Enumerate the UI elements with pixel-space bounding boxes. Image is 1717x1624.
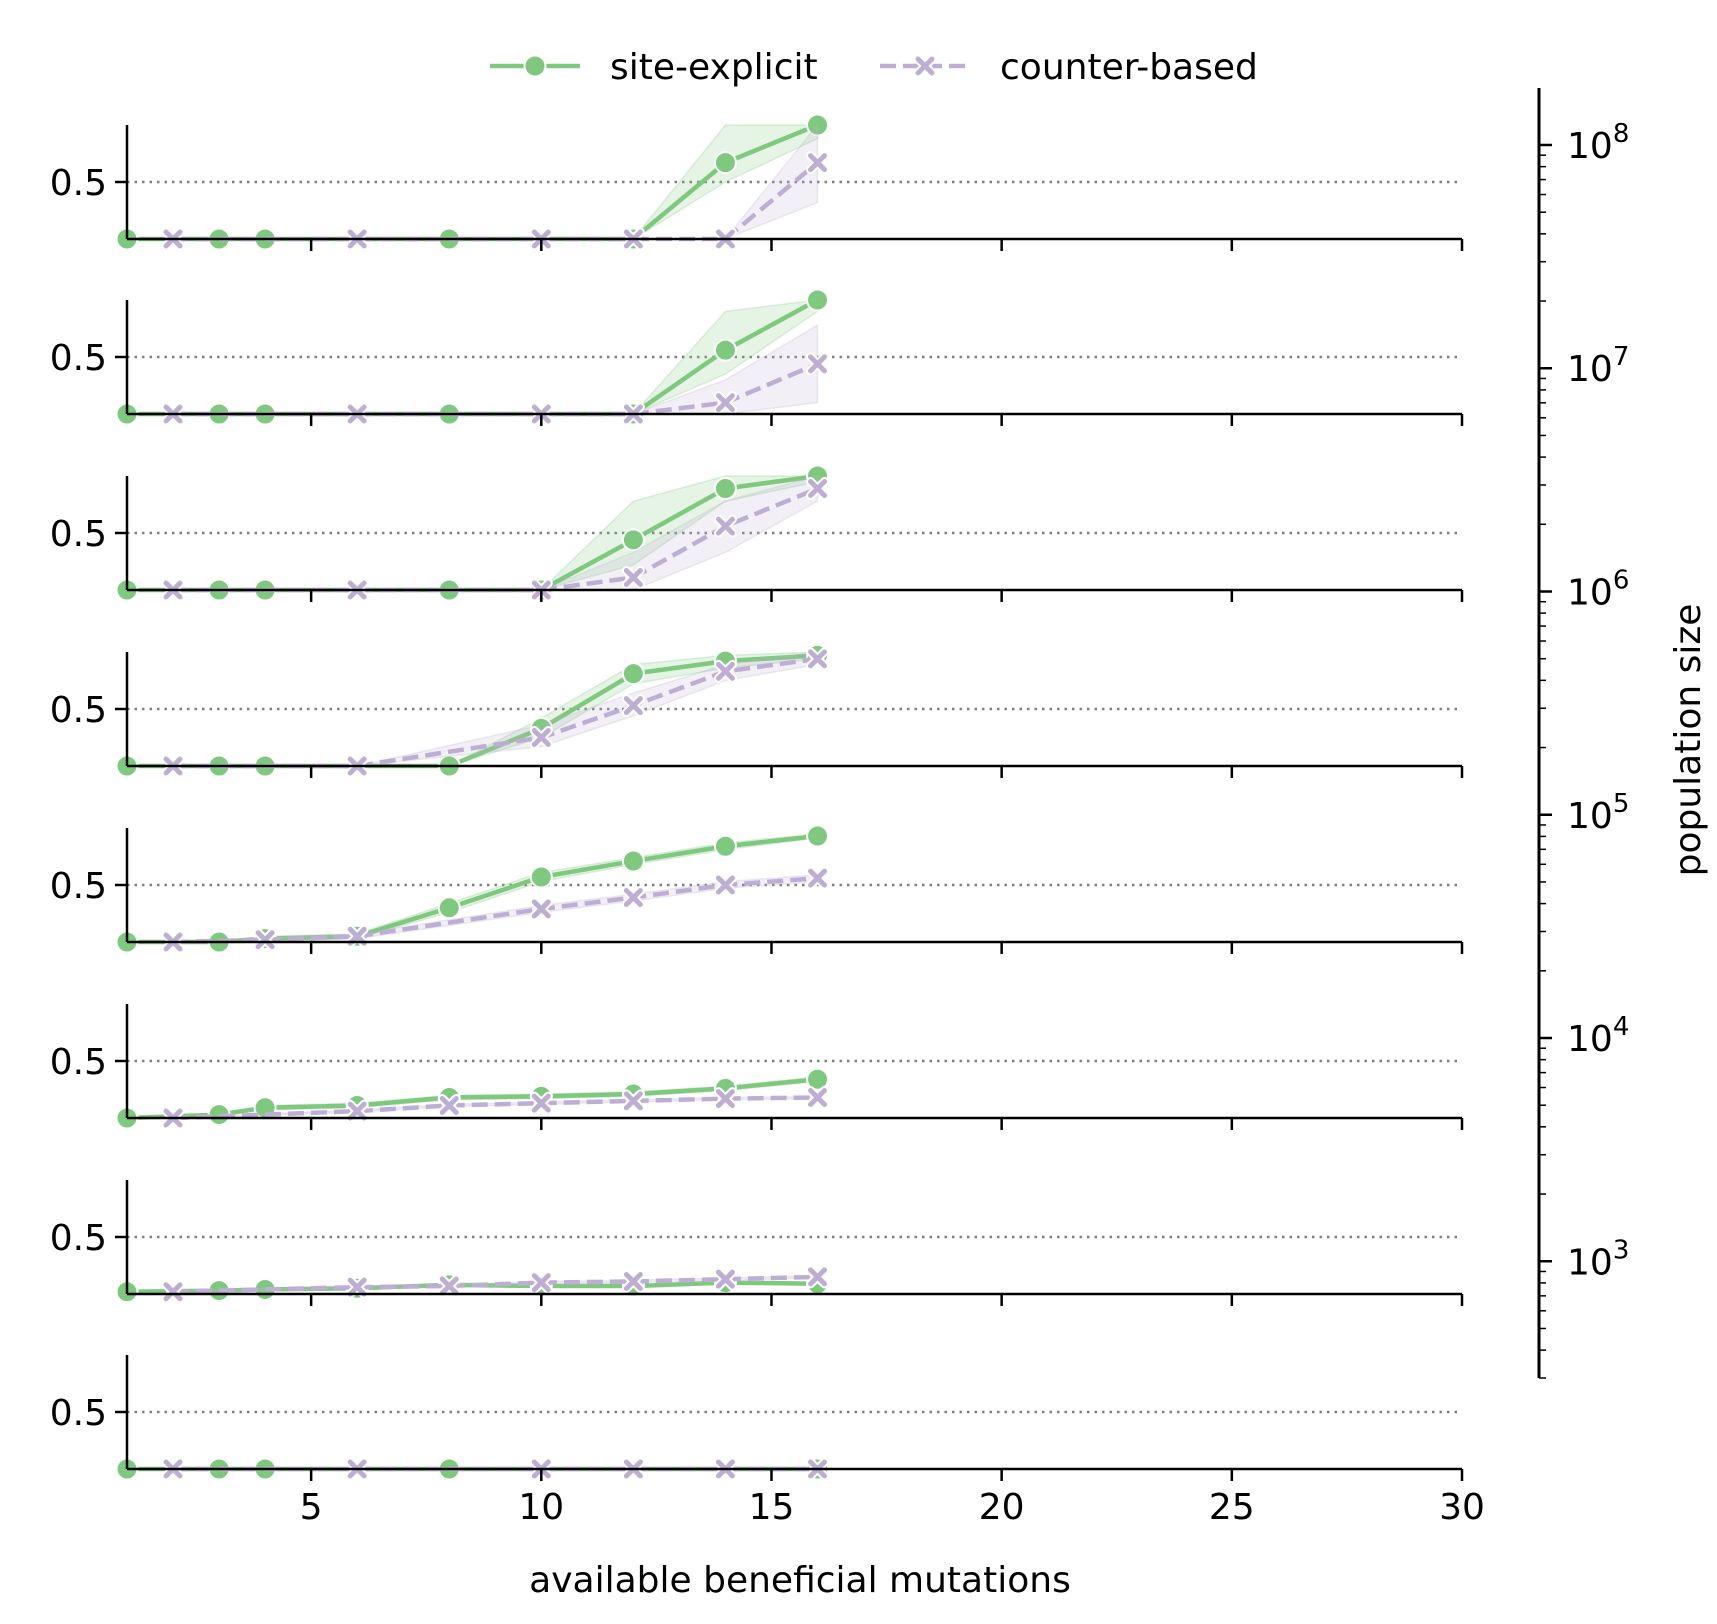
data-point-4	[623, 1091, 643, 1111]
right-axis-tick-label: 107	[1567, 342, 1629, 390]
right-axis-tick-label: 108	[1567, 119, 1629, 167]
data-point-4	[715, 516, 735, 536]
data-point-6	[808, 868, 828, 888]
x-tick-label: 30	[1439, 1487, 1485, 1528]
data-point-3	[531, 1273, 551, 1293]
series-counter-based	[161, 1085, 830, 1130]
data-point-6	[808, 1087, 828, 1107]
data-point-4	[623, 888, 643, 908]
data-point-6	[713, 477, 737, 501]
data-point-5	[715, 1269, 735, 1289]
x-axis-label: available beneficial mutations	[529, 1560, 1071, 1601]
data-point-6	[621, 849, 645, 873]
series-counter-based	[161, 866, 830, 954]
data-point-2	[531, 728, 551, 747]
data-point-6	[806, 113, 830, 137]
data-point-1	[347, 1277, 367, 1297]
data-point-5	[808, 354, 828, 374]
right-axis-tick-label: 106	[1567, 566, 1629, 614]
data-point-5	[529, 865, 553, 889]
data-point-2	[439, 1276, 459, 1296]
right-axis: population size 103 104 105 106 107 108	[1537, 88, 1709, 1379]
panel-6: 0.5	[50, 1004, 1464, 1130]
data-point-6	[806, 288, 830, 312]
y-tick-label: 0.5	[50, 1218, 107, 1259]
data-point-3	[623, 696, 643, 716]
data-point-5	[808, 153, 828, 173]
legend-item-site-explicit: site-explicit	[490, 47, 818, 88]
data-point-4	[623, 1271, 643, 1291]
panel-5: 0.5	[50, 824, 1464, 954]
y-tick-label: 0.5	[50, 1393, 107, 1434]
right-axis-label: population size	[1668, 604, 1709, 877]
data-point-8	[806, 1067, 830, 1091]
y-tick-label: 0.5	[50, 514, 107, 555]
y-tick-label: 0.5	[50, 690, 107, 731]
panel-2: 0.5	[50, 288, 1464, 426]
data-point-5	[713, 151, 737, 175]
right-axis-tick-label: 104	[1567, 1012, 1629, 1060]
x-tick-label: 25	[1209, 1487, 1255, 1528]
data-point-4	[437, 896, 461, 920]
data-point-5	[715, 1089, 735, 1109]
right-axis-tick-label: 105	[1567, 789, 1629, 837]
data-point-7	[713, 834, 737, 858]
x-tick-label: 15	[749, 1487, 795, 1528]
data-point-3	[623, 567, 643, 587]
data-point-5	[808, 479, 828, 499]
data-point-5	[621, 662, 645, 686]
data-point-3	[531, 899, 551, 919]
right-axis-tick-label: 103	[1567, 1235, 1629, 1283]
legend-item-counter-based: counter-based	[880, 47, 1258, 88]
x-tick-label: 10	[518, 1487, 564, 1528]
data-point-5	[621, 528, 645, 552]
data-point-1	[347, 1101, 367, 1121]
data-point-4	[715, 661, 735, 681]
data-point-1	[255, 930, 275, 950]
y-tick-label: 0.5	[50, 866, 107, 907]
data-point-6	[808, 1267, 828, 1287]
data-point-legend	[915, 56, 935, 76]
data-point-0	[163, 1282, 183, 1302]
data-point-4	[715, 393, 735, 413]
legend-label: counter-based	[1000, 47, 1258, 88]
x-tick-label: 5	[300, 1487, 323, 1528]
legend: site-explicit counter-based	[490, 47, 1258, 88]
data-point-5	[713, 338, 737, 362]
legend-label: site-explicit	[610, 47, 818, 88]
panel-8: 0.5 5 10 15 20 25 30	[50, 1355, 1485, 1528]
panel-1: 0.5	[50, 113, 1464, 251]
data-point-3	[531, 1093, 551, 1113]
series-counter-based	[161, 1265, 830, 1304]
data-point-legend	[523, 54, 547, 78]
y-tick-label: 0.5	[50, 163, 107, 204]
data-point-8	[806, 824, 830, 848]
panels: 0.5 0.5 0.5 0.5 0.5 0.5 0.5 0.5 5 10 15 20 25 30	[50, 113, 1485, 1528]
y-tick-label: 0.5	[50, 338, 107, 379]
y-tick-label: 0.5	[50, 1042, 107, 1083]
data-point-2	[439, 1095, 459, 1115]
panel-7: 0.5	[50, 1180, 1464, 1306]
panel-3: 0.5	[50, 464, 1464, 602]
x-axis: available beneficial mutations	[529, 1560, 1071, 1601]
panel-4: 0.5	[50, 643, 1464, 778]
x-tick-label: 20	[979, 1487, 1025, 1528]
data-point-5	[808, 649, 828, 669]
data-point-5	[715, 875, 735, 895]
